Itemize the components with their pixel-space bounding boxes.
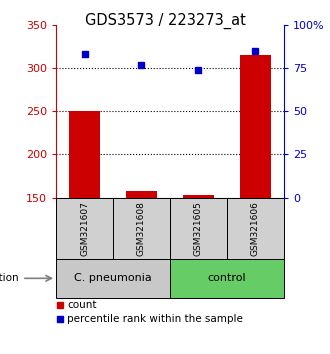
Bar — [113, 198, 170, 259]
Text: GSM321605: GSM321605 — [194, 201, 203, 256]
Text: GSM321606: GSM321606 — [251, 201, 260, 256]
Bar — [240, 55, 271, 198]
Bar — [56, 259, 170, 298]
Text: GDS3573 / 223273_at: GDS3573 / 223273_at — [84, 12, 246, 29]
Bar — [69, 111, 100, 198]
Text: GSM321607: GSM321607 — [80, 201, 89, 256]
Bar — [227, 198, 284, 259]
Bar — [126, 190, 157, 198]
Text: GSM321608: GSM321608 — [137, 201, 146, 256]
Bar — [183, 195, 214, 198]
Text: count: count — [67, 300, 97, 310]
Text: control: control — [208, 273, 246, 283]
Text: percentile rank within the sample: percentile rank within the sample — [67, 314, 243, 324]
Bar — [56, 198, 113, 259]
Bar — [170, 198, 227, 259]
Bar — [170, 259, 284, 298]
Text: infection: infection — [0, 273, 19, 283]
Text: C. pneumonia: C. pneumonia — [74, 273, 152, 283]
